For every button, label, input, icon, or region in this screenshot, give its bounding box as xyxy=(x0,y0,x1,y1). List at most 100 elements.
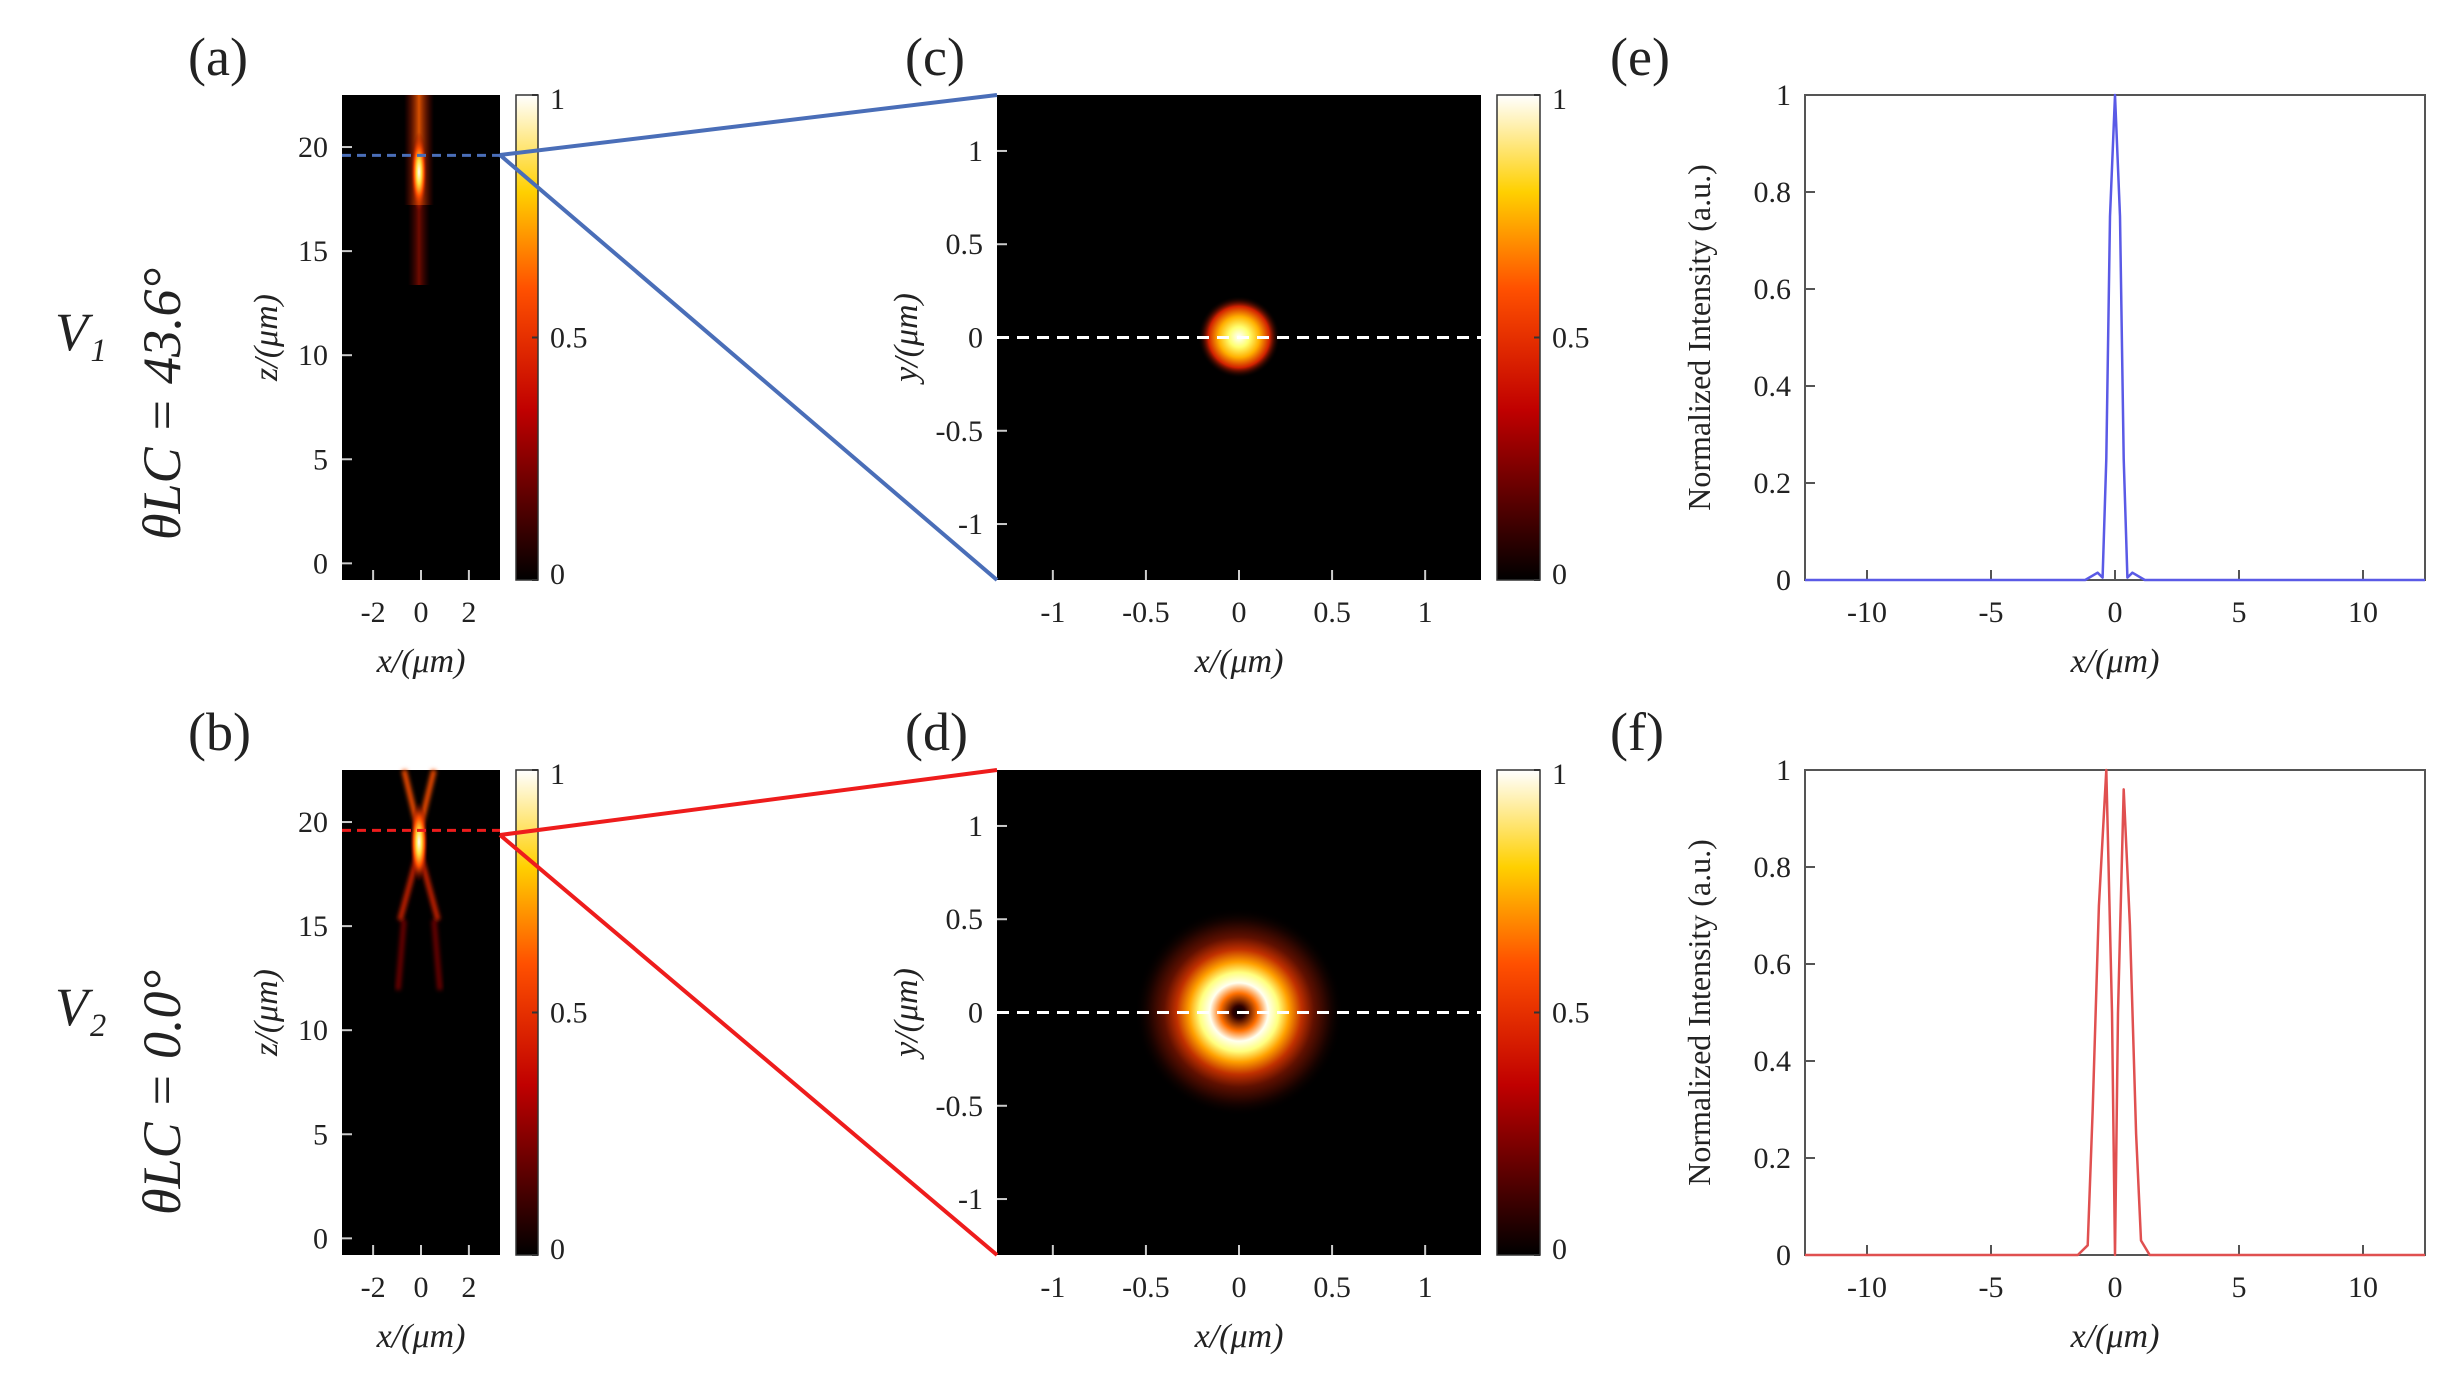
panel-d-ytick-label: -1 xyxy=(958,1183,983,1216)
panel-c-xtick-label: 0 xyxy=(1232,596,1247,629)
panel-d-xtick-label: 0.5 xyxy=(1313,1271,1351,1304)
panel-d-ylabel: y/(μm) xyxy=(888,968,925,1060)
panel-c-ylabel: y/(μm) xyxy=(888,293,925,385)
panel-b-xtick-label: 2 xyxy=(461,1271,476,1304)
panel-b-ylabel: z/(μm) xyxy=(248,969,285,1057)
panel-e-ytick-label: 0.2 xyxy=(1754,467,1792,500)
panel-f-ytick-label: 0.8 xyxy=(1754,851,1792,884)
panel-e-xtick-label: 10 xyxy=(2348,596,2378,629)
panel-c-xtick-label: -0.5 xyxy=(1122,596,1170,629)
panel-label-f: (f) xyxy=(1610,702,1664,762)
colorbar-c xyxy=(1496,94,1541,581)
panel-a-ytick-label: 0 xyxy=(313,547,328,580)
panel-a-ytick-label: 10 xyxy=(298,339,328,372)
panel-b-ytick-label: 15 xyxy=(298,910,328,943)
panel-label-e: (e) xyxy=(1610,27,1670,87)
panel-f-xtick-label: -10 xyxy=(1847,1271,1887,1304)
panel-a-xtick-label: 0 xyxy=(414,596,429,629)
panel-d-ytick-label: 1 xyxy=(968,810,983,843)
colorbar-c-tick-label: 0.5 xyxy=(1552,322,1590,355)
panel-a-ytick-label: 15 xyxy=(298,235,328,268)
panel-label-d: (d) xyxy=(905,702,968,762)
panel-c-ytick-label: 0.5 xyxy=(946,228,984,261)
panel-a-ytick-label: 5 xyxy=(313,443,328,476)
colorbar-b-tick-label: 0.5 xyxy=(550,997,588,1030)
panel-f-ytick-label: 0.4 xyxy=(1754,1045,1792,1078)
colorbar-a-tick-label: 1 xyxy=(550,83,565,116)
panel-e-xtick-label: -10 xyxy=(1847,596,1887,629)
colorbar-d-tick-label: 0.5 xyxy=(1552,997,1590,1030)
panel-c-xlabel: x/(μm) xyxy=(1194,643,1284,680)
panel-d-xtick-label: -0.5 xyxy=(1122,1271,1170,1304)
panel-e-ytick-label: 0.6 xyxy=(1754,273,1792,306)
panel-a-heatmap xyxy=(342,95,500,580)
colorbar-d xyxy=(1496,769,1541,1256)
panel-b-ytick-label: 5 xyxy=(313,1118,328,1151)
panel-c-ytick-label: 1 xyxy=(968,135,983,168)
panel-b-ytick-label: 20 xyxy=(298,806,328,839)
panel-f-ylabel: Normalized Intensity (a.u.) xyxy=(1681,839,1717,1186)
panel-e-plot-area xyxy=(1804,94,2426,581)
panel-f-xtick-label: 5 xyxy=(2232,1271,2247,1304)
panel-label-b: (b) xyxy=(188,702,251,762)
panel-e-ytick-label: 0.4 xyxy=(1754,370,1792,403)
panel-b-focus-spot xyxy=(410,802,428,882)
panel-a-focus-spot xyxy=(411,132,427,212)
panel-c-xtick-label: 1 xyxy=(1418,596,1433,629)
panel-b-xtick-label: 0 xyxy=(414,1271,429,1304)
connector-a-c-bottom xyxy=(498,153,999,582)
panel-e-ytick-label: 1 xyxy=(1776,79,1791,112)
panel-a-beam-lower xyxy=(408,205,430,285)
panel-a-beam xyxy=(404,95,434,285)
connector-b-d-top xyxy=(499,768,998,837)
panel-d-xlabel: x/(μm) xyxy=(1194,1318,1284,1355)
panel-b-xtick-label: -2 xyxy=(361,1271,386,1304)
row-v1-theta: θLC = 43.6° xyxy=(132,268,192,540)
panel-f-ytick-label: 0 xyxy=(1776,1239,1791,1272)
panel-label-c: (c) xyxy=(905,27,965,87)
panel-d-ytick-label: 0.5 xyxy=(946,903,984,936)
panel-c-xtick-label: -1 xyxy=(1040,596,1065,629)
panel-d-xtick-label: 1 xyxy=(1418,1271,1433,1304)
panel-e-ylabel: Normalized Intensity (a.u.) xyxy=(1681,164,1717,511)
panel-a-ylabel: z/(μm) xyxy=(248,294,285,382)
panel-c-ytick-label: -1 xyxy=(958,508,983,541)
zoom-connectors xyxy=(498,93,999,1257)
panel-a-ytick-label: 20 xyxy=(298,131,328,164)
panel-e-xtick-label: 5 xyxy=(2232,596,2247,629)
panel-b-beam xyxy=(395,769,443,991)
colorbar-d-tick-label: 0 xyxy=(1552,1233,1567,1266)
row-v1-label: V₁ xyxy=(55,302,107,362)
panel-f-xlabel: x/(μm) xyxy=(2070,1318,2160,1355)
colorbar-b-tick-label: 0 xyxy=(550,1233,565,1266)
panel-d-xtick-label: -1 xyxy=(1040,1271,1065,1304)
panel-c-ytick-label: -0.5 xyxy=(936,415,984,448)
colorbar-a-tick-label: 0 xyxy=(550,558,565,591)
panel-a-xtick-label: -2 xyxy=(361,596,386,629)
panel-f-xtick-label: 10 xyxy=(2348,1271,2378,1304)
panel-b-heatmap xyxy=(342,769,500,1255)
panel-b-ytick-label: 0 xyxy=(313,1222,328,1255)
panel-e-series-line xyxy=(1805,93,2425,582)
row-label-v2: V₂ xyxy=(55,977,107,1037)
panel-f-xtick-label: -5 xyxy=(1979,1271,2004,1304)
panel-b-xlabel: x/(μm) xyxy=(376,1318,466,1355)
colorbar-a-tick-label: 0.5 xyxy=(550,322,588,355)
panel-f-ytick-label: 1 xyxy=(1776,754,1791,787)
panel-d-ytick-label: -0.5 xyxy=(936,1090,984,1123)
colorbar-d-tick-label: 1 xyxy=(1552,758,1567,791)
colorbar-b-tick-label: 1 xyxy=(550,758,565,791)
panel-f-ytick-label: 0.2 xyxy=(1754,1142,1792,1175)
panel-c-ytick-label: 0 xyxy=(968,322,983,355)
panel-e-ytick-label: 0.8 xyxy=(1754,176,1792,209)
panel-e-xlabel: x/(μm) xyxy=(2070,643,2160,680)
colorbar-c-tick-label: 1 xyxy=(1552,83,1567,116)
panel-e-xtick-label: 0 xyxy=(2108,596,2123,629)
panel-b-beam-tail xyxy=(395,919,443,991)
panel-d-ytick-label: 0 xyxy=(968,997,983,1030)
panel-f-series-line xyxy=(1805,768,2425,1257)
panel-f-xtick-label: 0 xyxy=(2108,1271,2123,1304)
panel-c-xtick-label: 0.5 xyxy=(1313,596,1351,629)
